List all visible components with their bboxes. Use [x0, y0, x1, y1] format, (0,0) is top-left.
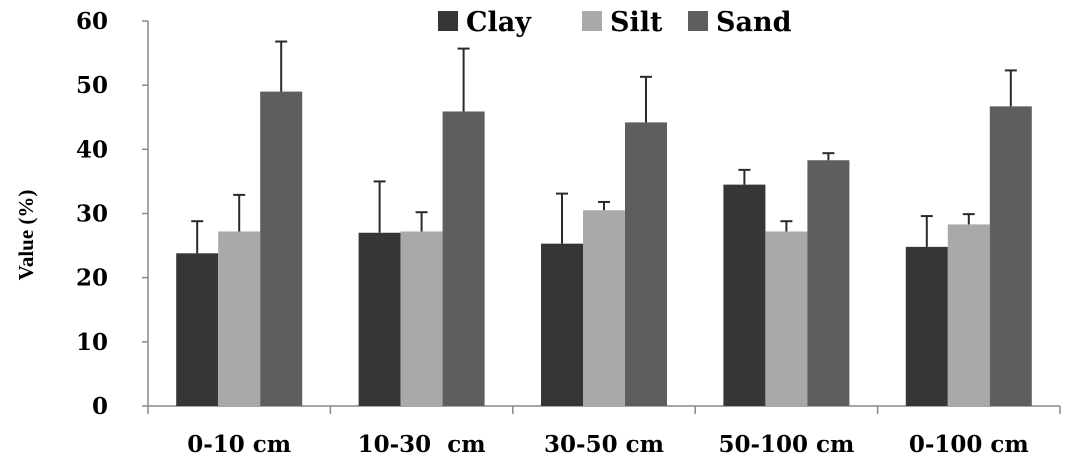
- bar-silt-3: [583, 210, 625, 406]
- y-tick-label: 50: [76, 72, 108, 99]
- legend-label-sand: Sand: [716, 7, 792, 38]
- y-tick-label: 10: [76, 329, 108, 356]
- bar-sand-1: [260, 91, 303, 406]
- bar-silt-5: [947, 224, 990, 406]
- y-tick-label: 60: [76, 8, 108, 35]
- legend-label-silt: Silt: [610, 7, 663, 38]
- error-bars: [191, 40, 1017, 254]
- legend-swatch-clay: [438, 11, 458, 31]
- bar-clay-5: [905, 246, 948, 406]
- legend-swatch-sand: [688, 11, 708, 31]
- bar-silt-1: [218, 231, 261, 406]
- y-axis-label: Value (%): [14, 190, 38, 281]
- bar-clay-3: [541, 243, 583, 406]
- category-label: 0-100 cm: [909, 431, 1029, 458]
- y-tick-label: 30: [76, 201, 108, 228]
- bar-clay-2: [358, 232, 401, 406]
- legend: Clay Silt Sand: [438, 7, 792, 38]
- y-tick-label: 0: [92, 393, 108, 420]
- category-labels: 0-10 cm 10-30 cm 30-50 cm 50-100 cm 0-100 cm: [187, 431, 1029, 458]
- category-label: 30-50 cm: [544, 431, 664, 458]
- bar-sand-3: [625, 122, 667, 406]
- bar-clay-1: [176, 253, 219, 406]
- legend-swatch-silt: [582, 11, 602, 31]
- category-label: 0-10 cm: [187, 431, 291, 458]
- bar-silt-4: [765, 231, 808, 406]
- legend-label-clay: Clay: [466, 7, 532, 38]
- bar-sand-4: [807, 160, 850, 406]
- bars: [176, 91, 1032, 406]
- bar-clay-4: [723, 184, 766, 406]
- bar-sand-5: [989, 106, 1032, 406]
- category-label: 10-30 cm: [358, 431, 486, 458]
- y-tick-label: 40: [76, 136, 108, 163]
- category-label: 50-100 cm: [718, 431, 854, 458]
- bar-sand-2: [442, 111, 485, 406]
- bar-silt-2: [400, 231, 443, 406]
- y-tick-label: 20: [76, 265, 108, 292]
